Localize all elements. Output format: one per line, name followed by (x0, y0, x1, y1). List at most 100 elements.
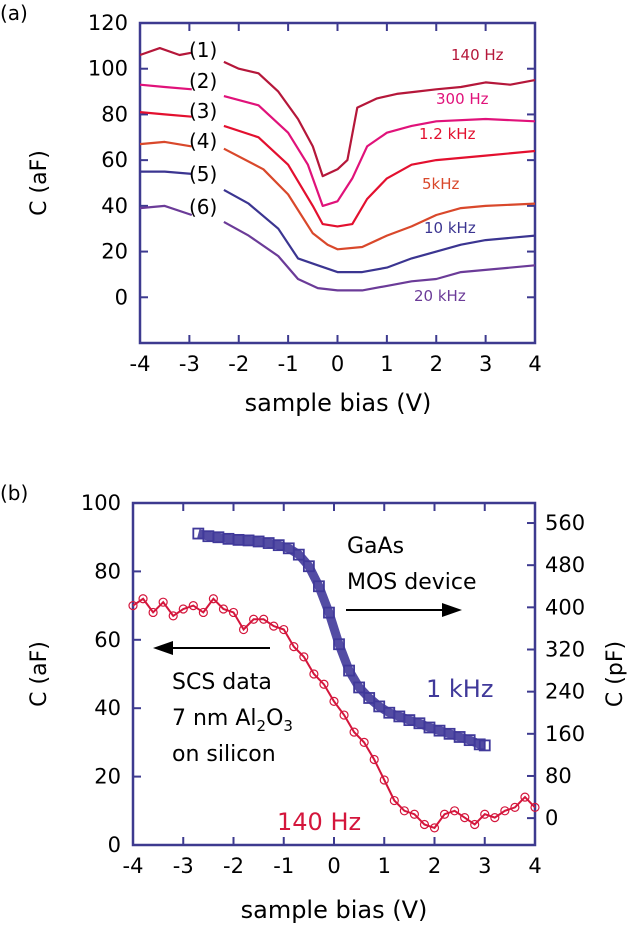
data-point-140hz (158, 597, 168, 607)
panel-b-x-axis-label: sample bias (V) (241, 896, 428, 924)
panel-a-x-tick-label: -4 (130, 352, 151, 376)
data-point-1khz (333, 638, 345, 651)
data-point-140hz (439, 809, 450, 819)
data-point-140hz (480, 809, 490, 819)
gaas-annotation-line2: MOS device (347, 570, 477, 595)
data-point-140hz (520, 792, 530, 802)
series-label: 20 kHz (414, 287, 466, 305)
data-point-140hz (359, 737, 369, 748)
panel-b-y-tick-label: 40 (94, 696, 121, 720)
scs-sub1: 2 (257, 717, 267, 735)
panel-b-x-tick-label: 3 (478, 854, 491, 878)
data-point-140hz (510, 802, 520, 812)
data-point-1khz (373, 700, 386, 713)
data-point-140hz (289, 642, 299, 652)
data-point-140hz (379, 775, 389, 785)
panel-b-x-tick-label: 1 (378, 854, 391, 878)
series-line-5khz (139, 140, 192, 148)
data-point-140hz (198, 607, 208, 618)
panel-b-x-tick-label: 4 (528, 854, 541, 878)
left-arrow-icon (153, 641, 270, 655)
series-label: 140 Hz (451, 46, 504, 64)
panel-a-x-tick-label: 2 (430, 352, 443, 376)
scs-annotation-line3: on silicon (172, 742, 276, 767)
curve-number-label: (3) (189, 99, 217, 123)
data-point-140hz (228, 607, 239, 618)
data-point-1khz (282, 542, 295, 555)
panel-a-y-tick-label: 0 (115, 285, 128, 309)
curve-number-label: (5) (189, 162, 217, 186)
panel-a-label: (a) (0, 1, 28, 25)
series-band-1khz (197, 529, 486, 750)
curve-number-label: (4) (189, 129, 217, 153)
series-line-140-hz (223, 60, 536, 178)
data-point-140hz (299, 652, 309, 662)
data-point-1khz (478, 739, 491, 752)
data-point-1khz (313, 580, 325, 593)
data-point-1khz (323, 606, 335, 619)
series-line-10-khz (223, 188, 536, 274)
panel-b-x-tick-label: 2 (428, 854, 441, 878)
panel-b-x-tick-label: -3 (173, 854, 194, 878)
panel-b-x-tick-label: -4 (123, 854, 144, 878)
data-point-140hz (309, 669, 319, 679)
data-point-140hz (369, 754, 379, 765)
data-point-140hz (429, 823, 440, 833)
series-label: 5kHz (422, 175, 460, 193)
panel-b-y-tick-label: 80 (94, 559, 121, 583)
series-label: 300 Hz (436, 90, 489, 108)
data-point-140hz (168, 611, 178, 621)
panel-b-y-tick-label: 60 (94, 628, 121, 652)
panel-a-y-tick-label: 120 (88, 11, 128, 35)
curve-number-label: (1) (189, 38, 217, 62)
data-point-140hz (319, 679, 329, 689)
panel-b-y-tick-label: 20 (94, 765, 121, 789)
panel-b: (b) C (aF) C (pF) sample bias (V) GaAs M… (0, 481, 628, 924)
series-line-20-khz (223, 220, 536, 292)
scs-annotation-line1: SCS data (172, 670, 272, 695)
panel-b-right-tick-label: 240 (545, 680, 585, 704)
data-point-1khz (353, 681, 366, 694)
data-point-140hz (419, 819, 430, 830)
panel-b-x-tick-label: -2 (223, 854, 244, 878)
panel-b-right-tick-label: 400 (545, 595, 585, 619)
data-point-140hz (218, 604, 229, 614)
data-point-140hz (148, 607, 158, 618)
data-point-1khz (343, 664, 355, 677)
panel-b-y-tick-label: 0 (108, 833, 121, 857)
data-point-140hz (208, 594, 218, 604)
series-label-140hz: 140 Hz (277, 808, 361, 836)
data-point-140hz (450, 806, 460, 816)
scs-annotation-line2: 7 nm Al2O3 (172, 706, 293, 735)
panel-a-x-tick-label: -1 (278, 352, 299, 376)
series-line-5khz (223, 147, 536, 251)
scs-line2-prefix: 7 nm Al (172, 706, 257, 731)
panel-b-right-tick-label: 0 (545, 806, 558, 830)
series-line-300-hz (223, 95, 536, 207)
data-point-140hz (329, 696, 339, 706)
panel-a-y-tick-label: 80 (101, 102, 128, 126)
panel-a: (a) C (aF) sample bias (V) -4 -3 -2 -1 0 1 2 3 4… (0, 1, 542, 417)
panel-b-right-tick-label: 320 (545, 637, 585, 661)
series-line-1.2-khz (223, 124, 536, 228)
panel-b-right-tick-label: 560 (545, 511, 585, 535)
data-point-140hz (339, 710, 349, 720)
panel-b-right-tick-label: 480 (545, 553, 585, 577)
scs-mid: O (266, 706, 283, 731)
data-point-140hz (269, 621, 279, 631)
panel-a-y-axis-label: C (aF) (27, 150, 52, 216)
data-point-140hz (530, 802, 540, 812)
series-label: 1.2 kHz (419, 125, 476, 143)
data-point-140hz (138, 594, 148, 604)
panel-a-x-tick-label: -3 (179, 352, 200, 376)
panel-a-x-tick-label: 0 (331, 352, 344, 376)
gaas-annotation-line1: GaAs (347, 534, 404, 559)
data-point-140hz (249, 614, 259, 624)
data-point-140hz (128, 600, 138, 611)
series-line-140-hz (139, 47, 193, 57)
data-point-140hz (490, 813, 500, 823)
panel-a-y-tick-label: 100 (88, 57, 128, 81)
series-line-20-khz (139, 204, 193, 217)
panel-b-right-tick-label: 160 (545, 722, 585, 746)
series-line-1.2-khz (139, 111, 192, 118)
